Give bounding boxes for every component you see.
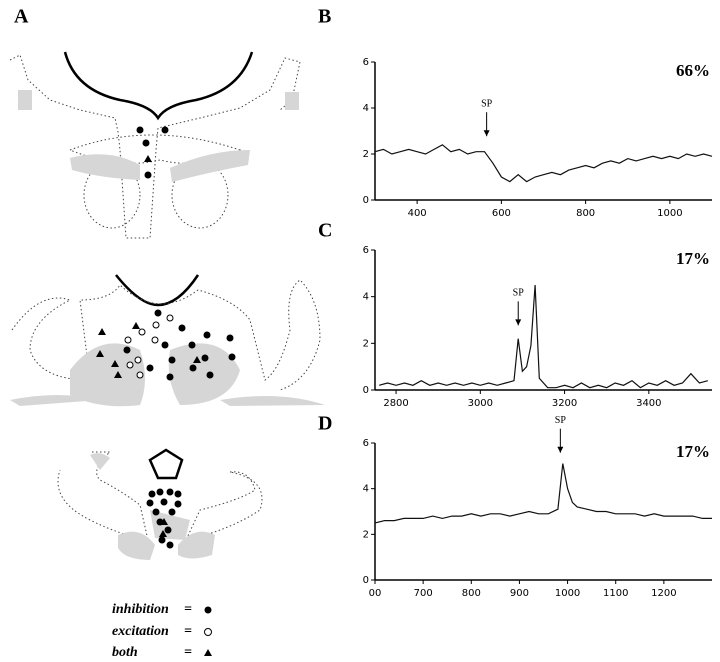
y-tick-label: 2 — [363, 149, 369, 160]
y-tick-label: 2 — [363, 529, 369, 540]
annotation-text: SP — [513, 288, 525, 299]
y-tick-label: 4 — [363, 484, 369, 495]
legend: inhibition = excitation = both = — [112, 602, 212, 660]
annotation-arrowhead — [557, 446, 564, 453]
y-tick-label: 6 — [363, 245, 369, 256]
chart: C 17% 0 2 4 6 2800 3000 3200 3400 SP — [318, 220, 712, 409]
legend-label: both — [112, 645, 138, 660]
x-tick-label: 800 — [462, 588, 481, 599]
x-tick-label: 3200 — [552, 398, 577, 409]
y-tick-label: 4 — [363, 103, 369, 114]
y-tick-label: 0 — [363, 385, 369, 396]
x-tick-label: 3400 — [636, 398, 661, 409]
x-tick-label: 400 — [408, 208, 427, 219]
legend-sign: = — [184, 602, 192, 617]
section-diagram — [57, 448, 263, 560]
y-tick-label: 6 — [363, 57, 369, 68]
corner-label: 17% — [676, 442, 710, 461]
legend-marker — [204, 649, 212, 656]
x-tick-label: 1000 — [657, 208, 682, 219]
annotation-text: SP — [481, 98, 493, 109]
legend-sign: = — [184, 645, 192, 660]
corner-label: 66% — [676, 61, 710, 80]
panel-label: B — [318, 6, 331, 28]
legend-label: inhibition — [112, 602, 169, 617]
y-tick-label: 6 — [363, 438, 369, 449]
y-tick-label: 4 — [363, 292, 369, 303]
annotation-text: SP — [555, 415, 567, 426]
x-tick-label: 2800 — [383, 398, 408, 409]
panel-label: A — [14, 6, 29, 28]
x-tick-label: 1200 — [651, 588, 676, 599]
y-tick-label: 0 — [363, 575, 369, 586]
x-tick-label: 600 — [492, 208, 511, 219]
panel-label: D — [318, 413, 332, 435]
x-tick-label: 3000 — [468, 398, 493, 409]
data-line — [374, 463, 712, 524]
section-diagram — [9, 51, 301, 239]
legend-sign: = — [184, 624, 192, 639]
x-tick-label: 700 — [414, 588, 433, 599]
x-tick-label: 00 — [369, 588, 382, 599]
y-tick-label: 0 — [363, 195, 369, 206]
x-tick-label: 1100 — [603, 588, 628, 599]
data-line — [374, 144, 713, 183]
y-tick-label: 2 — [363, 338, 369, 349]
corner-label: 17% — [676, 249, 710, 268]
annotation-arrowhead — [515, 319, 522, 326]
section-diagram — [10, 274, 325, 407]
data-line — [379, 284, 708, 389]
chart: B 66% 0 2 4 6 400 600 800 1000 SP — [318, 6, 713, 219]
legend-marker — [204, 628, 212, 636]
x-tick-label: 1000 — [555, 588, 580, 599]
legend-marker — [204, 606, 212, 614]
panel-label: C — [318, 220, 332, 242]
annotation-arrowhead — [483, 130, 490, 137]
legend-label: excitation — [112, 624, 169, 639]
x-tick-label: 800 — [576, 208, 595, 219]
x-tick-label: 900 — [510, 588, 529, 599]
